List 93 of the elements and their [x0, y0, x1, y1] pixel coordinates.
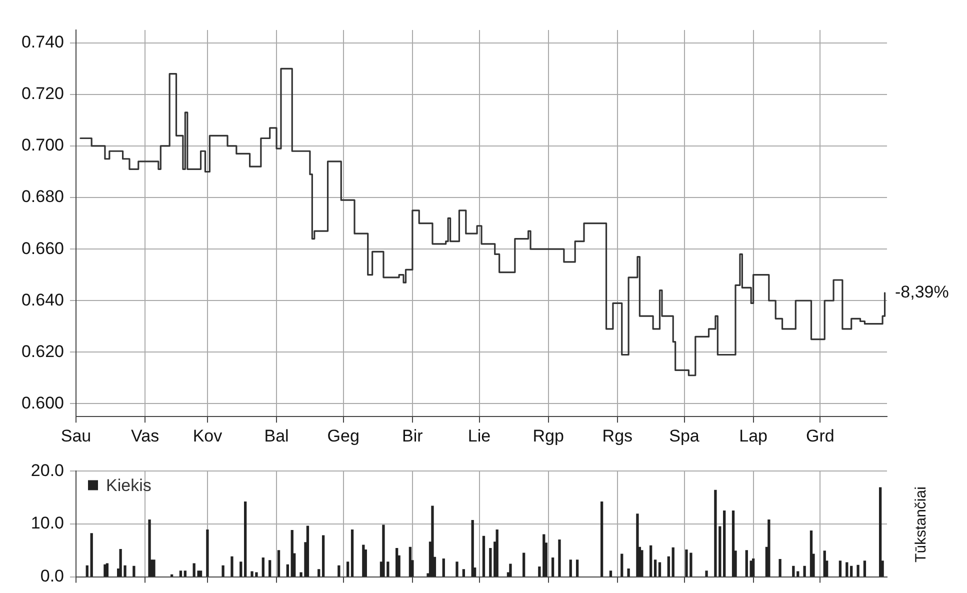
bar [863, 560, 866, 577]
bar [620, 554, 624, 577]
bar [792, 566, 795, 577]
bar [431, 506, 434, 577]
bar [627, 568, 630, 577]
x-tick-label: Kov [192, 426, 223, 446]
y-tick-label: 0.660 [21, 238, 64, 258]
bar [240, 562, 242, 577]
bar [551, 557, 554, 577]
bar [286, 564, 289, 577]
y-tick-label: 0.620 [21, 342, 64, 361]
bar [778, 559, 782, 577]
x-tick-label: Lap [739, 426, 768, 446]
bar [636, 514, 639, 577]
bar [745, 550, 748, 577]
bar [462, 569, 466, 577]
bar [262, 557, 264, 577]
bar [184, 570, 187, 577]
bar [482, 536, 486, 577]
bar [362, 544, 365, 577]
bar [846, 562, 848, 577]
bar [752, 558, 755, 577]
text: -8,39% [895, 282, 949, 302]
bar [489, 548, 492, 577]
x-tick-label: Sau [60, 426, 92, 446]
bar [192, 563, 196, 577]
bar [471, 520, 474, 577]
bar [104, 564, 106, 577]
bar [576, 560, 579, 577]
bar [456, 562, 458, 577]
bar [650, 545, 652, 577]
bar [522, 552, 526, 577]
bar [609, 570, 612, 577]
y-tick-label: 0.0 [40, 566, 64, 586]
x-tick-label: Geg [327, 426, 360, 446]
y-tick-label: 0.680 [21, 187, 64, 206]
legend-label: Kiekis [106, 476, 152, 495]
bar [132, 566, 136, 577]
bar [230, 556, 234, 577]
bar [705, 570, 708, 577]
bar [148, 519, 151, 577]
bar [672, 547, 674, 577]
bar [152, 560, 156, 577]
bar [277, 550, 280, 577]
x-tick-label: Rgs [602, 426, 633, 446]
bar [856, 564, 860, 577]
bar [509, 564, 512, 577]
bar [838, 560, 842, 577]
bar [878, 487, 882, 577]
y-tick-label: 0.600 [21, 393, 64, 412]
bar [338, 565, 340, 577]
bar [658, 562, 662, 577]
bar [179, 570, 182, 577]
y-tick-label: 20.0 [30, 460, 64, 480]
bar [206, 529, 209, 577]
x-tick-label: Rgp [532, 426, 564, 446]
bar [268, 560, 272, 577]
bar [803, 566, 806, 577]
bar [714, 490, 717, 577]
y-tick-label: 0.740 [21, 32, 64, 52]
bar [654, 560, 657, 577]
bar [318, 569, 320, 577]
y-tick-label: 0.640 [21, 290, 64, 310]
bar [306, 526, 310, 577]
bar [106, 563, 109, 577]
bar [723, 510, 726, 577]
bar [442, 558, 445, 577]
bar [496, 529, 498, 577]
x-tick-label: Bir [402, 426, 424, 446]
y-axis-title: Tūkstančiai [912, 486, 929, 562]
bar [222, 565, 224, 577]
bar [350, 529, 354, 577]
x-tick-label: Grd [806, 426, 834, 446]
bar [346, 562, 350, 577]
x-tick-label: Bal [264, 426, 289, 446]
y-tick-label: 0.720 [21, 84, 64, 104]
bar [86, 565, 88, 577]
bar [768, 519, 770, 577]
x-tick-label: Lie [468, 426, 491, 446]
bar [600, 501, 604, 577]
bar [90, 533, 93, 577]
bar [199, 570, 202, 577]
bar [850, 566, 853, 577]
x-tick-label: Spa [669, 426, 700, 446]
bar [667, 556, 670, 577]
bar [569, 560, 572, 577]
x-tick-label: Vas [131, 426, 160, 446]
bar [322, 535, 325, 577]
bar [244, 501, 247, 577]
y-tick-label: 10.0 [30, 514, 64, 533]
y-tick-label: 0.700 [21, 136, 64, 155]
bar [640, 550, 644, 577]
bar [558, 540, 561, 577]
